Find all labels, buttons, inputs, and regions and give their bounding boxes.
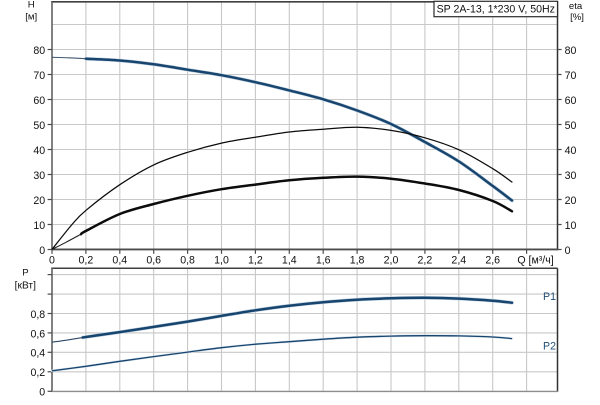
svg-text:40: 40 [33, 145, 45, 157]
svg-text:0: 0 [39, 245, 45, 257]
svg-text:P2: P2 [543, 341, 556, 353]
svg-text:1,0: 1,0 [214, 255, 229, 267]
svg-text:[%]: [%] [570, 12, 584, 23]
svg-text:0,4: 0,4 [112, 255, 127, 267]
svg-text:70: 70 [33, 70, 45, 82]
svg-text:2,2: 2,2 [418, 255, 433, 267]
svg-text:2,4: 2,4 [451, 255, 466, 267]
svg-text:0: 0 [565, 245, 571, 257]
svg-text:30: 30 [565, 170, 577, 182]
svg-text:0,6: 0,6 [146, 255, 161, 267]
svg-text:0,4: 0,4 [30, 348, 45, 360]
svg-text:H: H [28, 0, 35, 11]
svg-text:40: 40 [565, 145, 577, 157]
svg-text:10: 10 [33, 220, 45, 232]
svg-text:60: 60 [33, 95, 45, 107]
svg-text:1,8: 1,8 [350, 255, 365, 267]
svg-text:80: 80 [33, 45, 45, 57]
svg-text:50: 50 [33, 120, 45, 132]
svg-text:0,2: 0,2 [79, 255, 94, 267]
svg-text:SP 2A-13, 1*230 V, 50Hz: SP 2A-13, 1*230 V, 50Hz [437, 4, 555, 16]
svg-text:0,8: 0,8 [180, 255, 195, 267]
svg-text:1,6: 1,6 [316, 255, 331, 267]
svg-text:0: 0 [49, 255, 55, 267]
svg-text:70: 70 [565, 70, 577, 82]
svg-text:1,2: 1,2 [248, 255, 263, 267]
svg-text:0,6: 0,6 [30, 328, 45, 340]
svg-text:P1: P1 [543, 291, 556, 303]
svg-text:1,4: 1,4 [282, 255, 297, 267]
svg-text:60: 60 [565, 95, 577, 107]
svg-text:30: 30 [33, 170, 45, 182]
svg-text:20: 20 [33, 195, 45, 207]
svg-text:Q [м³/ч]: Q [м³/ч] [517, 255, 553, 267]
svg-text:2,6: 2,6 [485, 255, 500, 267]
svg-text:P: P [22, 268, 28, 279]
svg-text:0: 0 [39, 387, 45, 399]
svg-text:2,0: 2,0 [384, 255, 399, 267]
svg-text:0,8: 0,8 [30, 309, 45, 321]
svg-text:eta: eta [569, 1, 583, 12]
svg-text:0,2: 0,2 [30, 367, 45, 379]
svg-text:20: 20 [565, 195, 577, 207]
svg-text:50: 50 [565, 120, 577, 132]
svg-text:[м]: [м] [25, 11, 37, 22]
svg-text:[кВт]: [кВт] [15, 280, 36, 291]
svg-text:10: 10 [565, 220, 577, 232]
svg-text:80: 80 [565, 45, 577, 57]
